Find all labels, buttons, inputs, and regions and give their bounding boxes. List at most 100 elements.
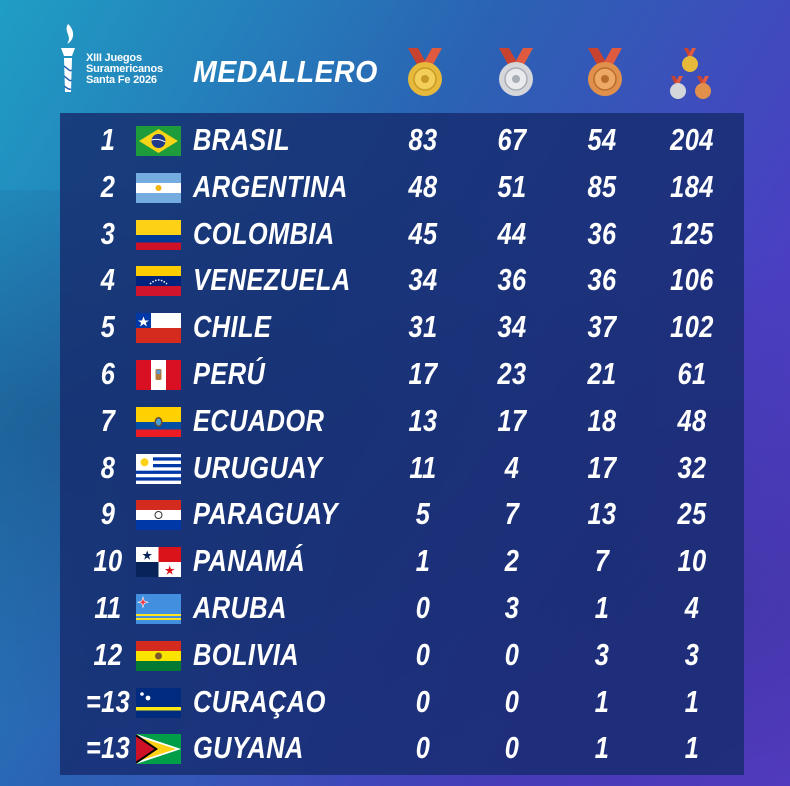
gold-count: 48: [408, 168, 438, 204]
table-row: 8 URUGUAY 11 4 17 32: [0, 444, 790, 491]
country-name: CHILE: [193, 309, 272, 345]
country-name: URUGUAY: [193, 449, 323, 485]
peru-flag-icon: [136, 360, 181, 390]
rank: 11: [94, 590, 122, 625]
gold-count: 17: [408, 356, 438, 391]
table-row: 3 COLOMBIA 45 44 36 125: [0, 210, 790, 257]
total-count: 204: [670, 122, 714, 157]
total-count: 106: [670, 262, 714, 298]
silver-count: 44: [497, 215, 527, 251]
rank: 1: [100, 122, 116, 157]
table-row: =13 GUYANA 0 0 1 1: [0, 724, 790, 771]
country-name: ARUBA: [193, 590, 287, 625]
table-row: 10 PANAMÁ 1 2 7 10: [0, 537, 790, 584]
logo-line-1: XIII Juegos: [86, 52, 142, 64]
total-count: 4: [684, 590, 700, 625]
silver-count: 0: [504, 636, 520, 672]
gold-count: 31: [408, 309, 438, 345]
silver-count: 34: [497, 309, 527, 345]
chile-flag-icon: [136, 313, 181, 344]
table-row: 4 VENEZUELA 34 36 36 106: [0, 256, 790, 303]
total-count: 125: [670, 215, 714, 251]
silver-medal-icon: [499, 48, 533, 96]
bronze-count: 54: [587, 122, 617, 157]
rank: 4: [100, 262, 116, 298]
bronze-count: 18: [587, 402, 617, 438]
gold-count: 5: [415, 496, 431, 532]
bronze-count: 21: [587, 356, 617, 391]
country-name: ECUADOR: [193, 402, 325, 438]
country-name: PERÚ: [193, 356, 266, 391]
total-medals-icon: [670, 48, 711, 99]
gold-count: 0: [415, 590, 431, 625]
uruguay-flag-icon: [136, 453, 181, 484]
bronze-count: 36: [587, 215, 617, 251]
aruba-flag-icon: [136, 594, 181, 624]
rank: 10: [93, 543, 123, 579]
bronze-count: 37: [587, 309, 617, 345]
bronze-count: 7: [594, 543, 610, 579]
country-name: PANAMÁ: [193, 543, 306, 579]
table-row: 12 BOLIVIA 0 0 3 3: [0, 631, 790, 678]
gold-medal-icon: [408, 48, 442, 96]
total-count: 3: [684, 636, 700, 672]
gold-count: 45: [408, 215, 438, 251]
rank: 6: [100, 356, 116, 391]
brazil-flag-icon: [136, 126, 181, 156]
colombia-flag-icon: [136, 219, 181, 250]
silver-count: 0: [504, 730, 520, 766]
gold-count: 11: [409, 449, 437, 485]
silver-count: 36: [497, 262, 527, 298]
table-row: =13 CURAÇAO 0 0 1 1: [0, 678, 790, 725]
rank: 3: [100, 215, 116, 251]
table-row: 6 PERÚ 17 23 21 61: [0, 350, 790, 397]
gold-count: 83: [408, 122, 438, 157]
bronze-count: 85: [587, 168, 617, 204]
bronze-count: 17: [587, 449, 617, 485]
bronze-medal-icon: [588, 48, 622, 96]
gold-count: 1: [415, 543, 431, 579]
total-count: 48: [677, 402, 707, 438]
rank: 9: [100, 496, 116, 532]
rank: 2: [100, 168, 116, 204]
silver-count: 4: [504, 449, 520, 485]
country-name: BOLIVIA: [193, 636, 299, 672]
silver-count: 51: [497, 168, 527, 204]
venezuela-flag-icon: [136, 266, 181, 297]
silver-count: 23: [497, 356, 527, 391]
silver-count: 7: [504, 496, 520, 532]
silver-count: 17: [497, 402, 527, 438]
country-name: VENEZUELA: [193, 262, 351, 298]
rank: 5: [100, 309, 116, 345]
total-count: 10: [677, 543, 707, 579]
bronze-count: 3: [594, 636, 610, 672]
gold-count: 34: [408, 262, 438, 298]
gold-count: 0: [415, 683, 431, 719]
total-count: 1: [684, 683, 700, 719]
paraguay-flag-icon: [136, 500, 181, 531]
rank: =13: [85, 730, 131, 766]
bronze-count: 1: [594, 590, 610, 625]
bronze-count: 13: [587, 496, 617, 532]
event-logo-text: XIII Juegos Suramericanos Santa Fe 2026: [86, 53, 163, 86]
logo-line-2: Suramericanos: [86, 63, 163, 75]
country-name: PARAGUAY: [193, 496, 338, 532]
torch-logo-icon: [61, 24, 75, 92]
bronze-count: 1: [594, 683, 610, 719]
silver-count: 67: [497, 122, 527, 157]
table-row: 11 ARUBA 0 3 1 4: [0, 584, 790, 631]
total-count: 25: [677, 496, 707, 532]
table-row: 5 CHILE 31 34 37 102: [0, 303, 790, 350]
gold-count: 0: [415, 730, 431, 766]
country-name: BRASIL: [193, 122, 291, 157]
rank: 8: [100, 449, 116, 485]
panama-flag-icon: [136, 547, 181, 578]
page-title: MEDALLERO: [193, 54, 378, 89]
bronze-count: 1: [594, 730, 610, 766]
ecuador-flag-icon: [136, 406, 181, 437]
rank: 12: [93, 636, 123, 672]
gold-count: 13: [408, 402, 438, 438]
rank: 7: [100, 402, 116, 438]
total-count: 102: [670, 309, 714, 345]
curacao-flag-icon: [136, 687, 181, 718]
